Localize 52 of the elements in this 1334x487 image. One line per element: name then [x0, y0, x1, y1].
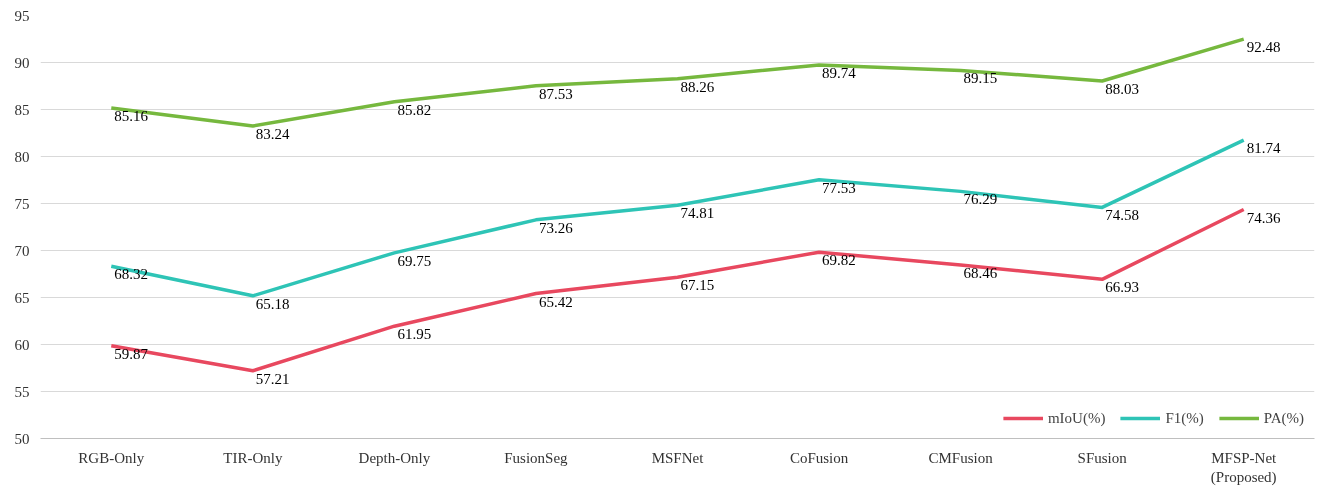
line-series: [109, 37, 1246, 128]
y-tick-label: 50: [14, 430, 30, 447]
x-tick-label: SFusion: [1077, 449, 1128, 466]
data-label: 68.32: [114, 266, 149, 283]
legend-label: F1(%): [1165, 409, 1204, 427]
data-label: 74.36: [1246, 209, 1281, 226]
data-label: 85.16: [114, 108, 149, 124]
data-label: 88.03: [1105, 81, 1139, 98]
data-label: 85.82: [397, 101, 432, 118]
x-tick-label: MFSP-Net (Proposed): [1210, 449, 1278, 486]
data-label: 69.75: [397, 252, 432, 269]
data-label: 66.93: [1105, 279, 1139, 296]
x-tick-label: CMFusion: [928, 449, 994, 466]
legend-label: PA(%): [1263, 409, 1304, 427]
data-label: 67.15: [680, 277, 715, 294]
y-tick-label: 85: [14, 101, 30, 118]
data-label: 76.29: [963, 191, 998, 208]
line-series: [109, 138, 1246, 298]
data-label: 65.42: [538, 293, 573, 310]
data-label: 59.87: [114, 345, 149, 362]
data-label: 89.74: [822, 64, 857, 81]
y-tick-label: 60: [14, 336, 30, 353]
data-label: 74.81: [680, 205, 715, 222]
y-tick-label: 80: [14, 148, 30, 165]
x-tick-label: MSFNet: [651, 449, 705, 466]
data-label: 61.95: [397, 326, 432, 343]
y-tick-label: 90: [14, 54, 30, 71]
data-label: 81.74: [1246, 140, 1281, 157]
data-label: 68.46: [963, 264, 998, 281]
y-tick-label: 95: [14, 7, 30, 24]
data-label: 83.24: [255, 126, 291, 143]
y-tick-label: 55: [14, 383, 30, 400]
data-label: 65.18: [255, 295, 290, 312]
line-series: [109, 207, 1246, 373]
x-tick-label: FusionSeg: [504, 449, 569, 466]
x-tick-label: Depth-Only: [358, 449, 431, 466]
y-tick-label: 75: [14, 195, 30, 212]
y-tick-label: 65: [14, 289, 30, 306]
data-label: 88.26: [680, 78, 715, 95]
data-label: 69.82: [822, 252, 856, 269]
data-label: 73.26: [538, 219, 574, 236]
data-label: 92.48: [1246, 39, 1281, 56]
x-tick-label: CoFusion: [789, 449, 849, 466]
data-label: 87.53: [538, 85, 573, 102]
data-label: 57.21: [255, 370, 290, 387]
data-label: 74.58: [1105, 207, 1139, 224]
data-label: 77.53: [822, 179, 856, 196]
y-tick-label: 70: [14, 242, 30, 259]
data-label: 89.15: [963, 70, 998, 87]
legend-label: mIoU(%): [1047, 409, 1106, 427]
x-tick-label: TIR-Only: [223, 449, 283, 466]
x-tick-label: RGB-Only: [78, 449, 145, 466]
